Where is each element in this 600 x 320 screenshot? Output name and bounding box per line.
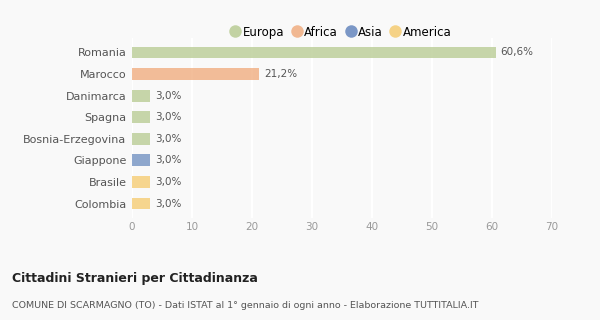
Bar (132, 155, 150, 166)
Text: 3,0%: 3,0% (155, 198, 181, 209)
Bar (132, 176, 150, 188)
Bar (132, 68, 259, 80)
Text: Cittadini Stranieri per Cittadinanza: Cittadini Stranieri per Cittadinanza (12, 272, 258, 285)
Bar (132, 90, 150, 101)
Bar (132, 133, 150, 145)
Text: 3,0%: 3,0% (155, 112, 181, 122)
Text: COMUNE DI SCARMAGNO (TO) - Dati ISTAT al 1° gennaio di ogni anno - Elaborazione : COMUNE DI SCARMAGNO (TO) - Dati ISTAT al… (12, 301, 479, 310)
Text: 3,0%: 3,0% (155, 177, 181, 187)
Bar (132, 46, 496, 59)
Text: 3,0%: 3,0% (155, 91, 181, 100)
Bar (132, 197, 150, 210)
Legend: Europa, Africa, Asia, America: Europa, Africa, Asia, America (227, 21, 457, 44)
Text: 60,6%: 60,6% (500, 47, 533, 58)
Text: 3,0%: 3,0% (155, 156, 181, 165)
Bar (132, 111, 150, 123)
Text: 21,2%: 21,2% (264, 69, 297, 79)
Text: 3,0%: 3,0% (155, 134, 181, 144)
